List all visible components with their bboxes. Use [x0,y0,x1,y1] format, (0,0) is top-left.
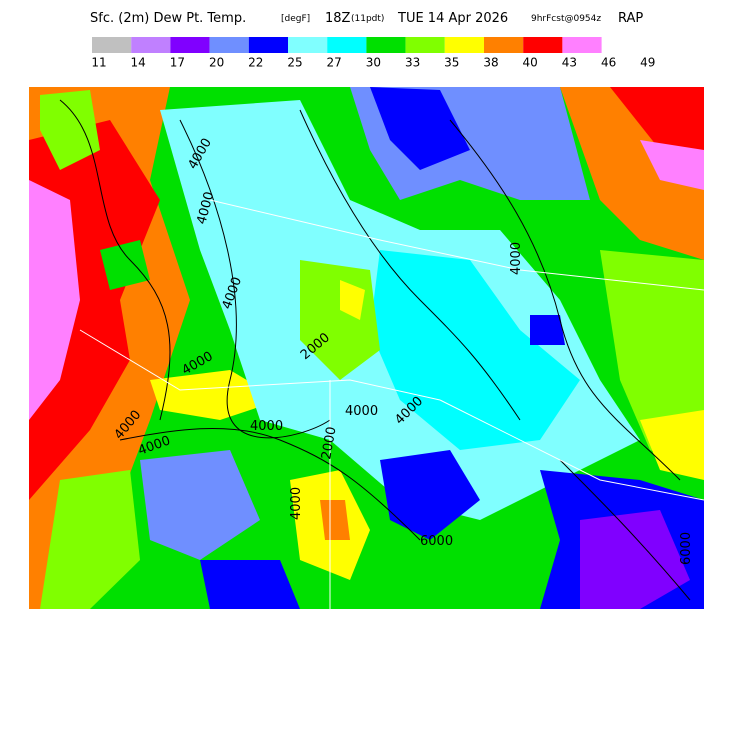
region [580,510,690,609]
local-time: (11pdt) [351,14,384,24]
color-swatch [366,37,406,53]
colorbar-label: 35 [444,56,459,70]
colorbar: 11 14 17 20 22 25 27 30 33 35 38 40 43 46 49 [91,37,655,70]
color-swatch [405,37,445,53]
region [640,140,704,190]
date: TUE 14 Apr 2026 [397,11,508,26]
colorbar-label: 11 [91,56,106,70]
colorbar-label: 25 [287,56,302,70]
colorbar-label: 49 [640,56,655,70]
region [370,250,580,450]
colorbar-label: 22 [248,56,263,70]
borders [79,199,704,609]
colorbar-label: 40 [523,56,538,70]
region [380,450,480,540]
color-swatch [288,37,328,53]
colorbar-label: 20 [209,56,224,70]
contour-label: 4000 [289,487,304,520]
region [320,500,350,540]
contour-label: 4000 [250,419,283,434]
region [140,450,260,560]
region [40,470,140,609]
forecast: 9hrFcst@0954z [531,14,601,24]
title-text: Sfc. (2m) Dew Pt. Temp. [90,11,246,26]
colorbar-label: 46 [601,56,616,70]
colorbar-label: 33 [405,56,420,70]
model: RAP [618,11,643,26]
color-swatch [444,37,484,53]
region [640,410,704,480]
color-swatch [131,37,171,53]
region [100,240,150,290]
color-swatch [170,37,210,53]
contour-label: 4000 [509,242,524,275]
color-swatch [248,37,288,53]
contour-label: 4000 [345,404,378,419]
contour-label: 2000 [319,425,340,460]
contour-label: 6000 [420,534,453,549]
contours [59,99,691,601]
region [29,180,80,420]
region [40,90,100,170]
color-swatch [92,37,132,53]
colorbar-label: 43 [562,56,577,70]
colorbar-label: 30 [366,56,381,70]
color-swatch [327,37,367,53]
region [530,315,565,345]
units: [degF] [281,14,310,24]
title: Sfc. (2m) Dew Pt. Temp. [degF] 18Z (11pd… [90,11,643,26]
colorbar-label: 14 [131,56,146,70]
colorbar-label: 27 [327,56,342,70]
color-swatch [484,37,524,53]
region [200,560,300,609]
colorbar-label: 17 [170,56,185,70]
color-swatch [209,37,249,53]
valid-time: 18Z [325,11,351,26]
color-swatch [562,37,602,53]
region [370,87,470,170]
region [340,280,365,320]
color-swatch [523,37,563,53]
colorbar-label: 38 [483,56,498,70]
contour-label: 6000 [679,532,694,565]
